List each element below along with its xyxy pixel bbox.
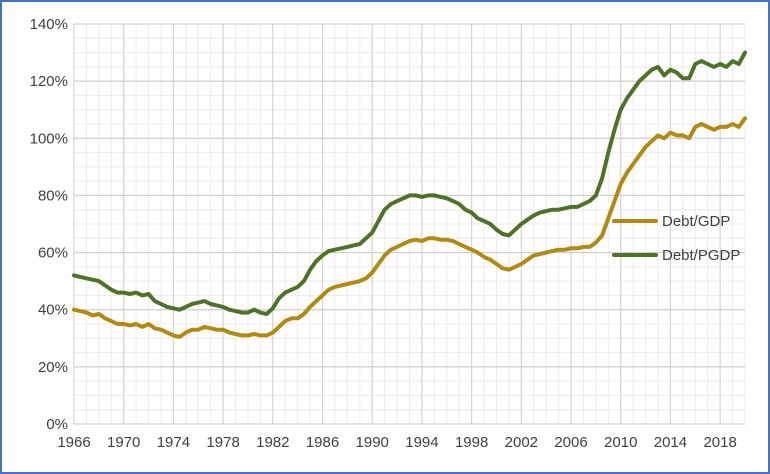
x-tick-label: 1970 — [107, 434, 140, 451]
x-tick-label: 2002 — [505, 434, 538, 451]
x-tick-label: 1998 — [455, 434, 488, 451]
y-tick-label: 40% — [38, 302, 68, 319]
x-tick-label: 1986 — [306, 434, 339, 451]
x-tick-label: 2006 — [554, 434, 587, 451]
y-tick-label: 80% — [38, 187, 68, 204]
x-tick-label: 2010 — [604, 434, 637, 451]
legend-label-debt-gdp: Debt/GDP — [662, 213, 730, 230]
x-tick-label: 2014 — [654, 434, 687, 451]
x-tick-label: 1966 — [57, 434, 90, 451]
series-lines — [72, 50, 747, 339]
axes: 0% 20% 40% 60% 80% 100% 120% 140% 1966 1970 1974 19… — [30, 16, 737, 451]
x-tick-label: 1978 — [206, 434, 239, 451]
x-tick-label: 1994 — [405, 434, 438, 451]
x-tick-label: 1974 — [157, 434, 190, 451]
y-tick-label: 0% — [46, 416, 68, 433]
gridlines — [73, 23, 746, 425]
y-tick-label: 100% — [30, 130, 68, 147]
y-tick-label: 20% — [38, 359, 68, 376]
x-tick-label: 1982 — [256, 434, 289, 451]
y-tick-label: 120% — [30, 73, 68, 90]
series-line-debt-pgdp — [72, 50, 747, 316]
series-line-debt-gdp — [72, 116, 747, 339]
x-tick-label: 2018 — [703, 434, 736, 451]
y-tick-label: 140% — [30, 16, 68, 33]
y-tick-label: 60% — [38, 245, 68, 262]
legend-label-debt-pgdp: Debt/PGDP — [662, 247, 740, 264]
x-tick-label: 1990 — [356, 434, 389, 451]
legend: Debt/GDP Debt/PGDP — [612, 213, 740, 264]
